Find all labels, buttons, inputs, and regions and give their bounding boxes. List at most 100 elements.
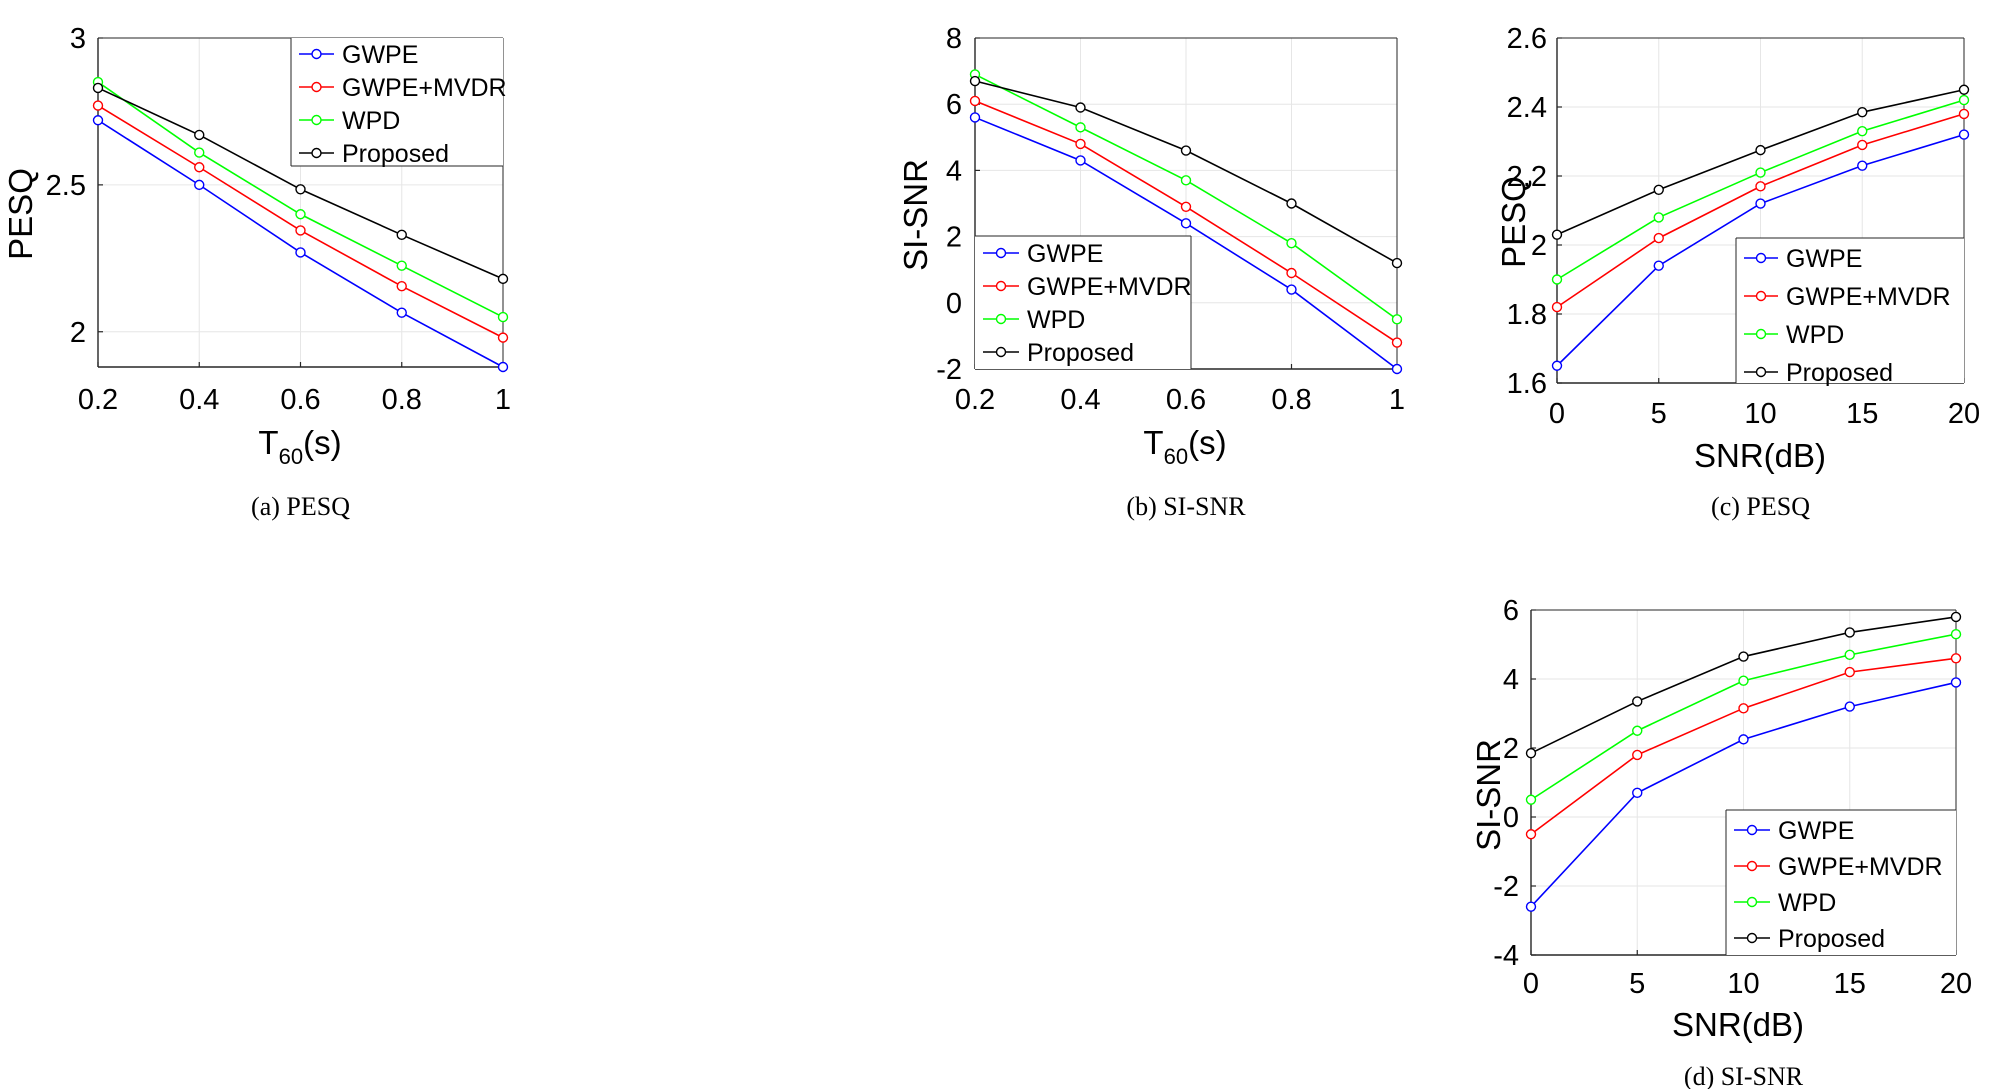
x-axis-label: T60(s): [1143, 424, 1226, 469]
data-point: [1075, 138, 1086, 150]
y-tick-label: 2: [1531, 230, 1547, 262]
y-tick-label: -2: [936, 354, 962, 386]
x-tick-label: 0.2: [78, 384, 118, 416]
data-point: [1391, 257, 1403, 269]
data-point: [1180, 201, 1192, 213]
data-point: [1857, 160, 1868, 171]
data-point: [1950, 653, 1962, 664]
legend-swatch-marker: [995, 313, 1007, 325]
legend-label: GWPE+MVDR: [1027, 273, 1192, 301]
y-tick-label: 0: [946, 288, 962, 320]
data-point: [1391, 363, 1403, 375]
x-tick-label: 0.6: [1166, 384, 1206, 416]
x-axis-label-main: SNR(dB): [1694, 437, 1826, 474]
legend-box: [975, 236, 1191, 369]
data-point: [396, 260, 407, 271]
data-point: [1286, 267, 1297, 279]
legend-label: WPD: [342, 107, 400, 135]
x-axis-label-main: T: [1143, 424, 1163, 461]
y-axis-label: SI-SNR: [1470, 739, 1507, 851]
y-tick-label: 2.6: [1507, 23, 1547, 55]
data-point: [969, 95, 981, 107]
legend-swatch-marker: [1746, 824, 1758, 836]
legend-label: WPD: [1778, 889, 1836, 917]
x-tick-label: 10: [1727, 968, 1759, 1000]
legend-label: Proposed: [1786, 359, 1893, 387]
x-tick-label: 0.4: [1060, 384, 1100, 416]
x-tick-label: 0.8: [1271, 384, 1311, 416]
x-axis-label-unit: (s): [303, 424, 341, 461]
data-point: [1653, 232, 1664, 244]
y-axis-label: SI-SNR: [897, 159, 934, 271]
y-tick-label: 3: [70, 23, 86, 55]
legend: GWPE GWPE+MVDR WPD Proposed: [1735, 237, 1964, 387]
x-tick-label: 5: [1651, 398, 1667, 430]
y-tick-label: 1.6: [1507, 368, 1547, 400]
subfigure-caption: (a) PESQ: [251, 492, 350, 521]
legend-label: Proposed: [1027, 339, 1134, 367]
data-point: [969, 112, 981, 123]
y-tick-label: 2.2: [1507, 161, 1547, 193]
data-point: [396, 229, 407, 241]
y-axis-label: PESQ: [2, 168, 39, 260]
data-point: [1958, 129, 1970, 140]
data-point: [1844, 701, 1855, 712]
data-point: [1738, 734, 1749, 745]
legend-label: GWPE: [1778, 817, 1854, 845]
x-axis-label-subscript: 60: [1164, 444, 1188, 469]
data-point: [1755, 144, 1766, 156]
y-tick-label: 2: [70, 317, 86, 349]
x-tick-label: 20: [1940, 968, 1972, 1000]
data-point: [1632, 787, 1643, 799]
data-point: [92, 100, 104, 111]
x-tick-label: 15: [1834, 968, 1866, 1000]
data-point: [295, 225, 306, 236]
legend-swatch-marker: [1755, 252, 1767, 264]
x-tick-label: 0: [1523, 968, 1539, 1000]
legend: GWPE GWPE+MVDR WPD Proposed: [975, 235, 1192, 369]
data-point: [92, 115, 104, 126]
data-point: [1950, 628, 1962, 640]
data-point: [1551, 229, 1563, 240]
data-point: [497, 273, 509, 285]
data-point: [1738, 675, 1749, 686]
data-point: [1844, 627, 1855, 638]
x-tick-label: 0.6: [280, 384, 320, 416]
x-tick-label: 0: [1549, 398, 1565, 430]
legend-box: [1736, 238, 1964, 383]
data-point: [1857, 139, 1868, 151]
legend-swatch-marker: [311, 48, 322, 60]
data-point: [1075, 155, 1086, 166]
data-point: [1180, 175, 1192, 186]
data-point: [1755, 198, 1766, 209]
data-point: [1958, 108, 1970, 120]
y-tick-label: 2.5: [46, 170, 86, 202]
legend-label: GWPE+MVDR: [1778, 853, 1943, 881]
data-point: [92, 82, 104, 94]
data-point: [1632, 696, 1643, 707]
data-point: [1391, 314, 1403, 325]
subfigure-caption: (b) SI-SNR: [1126, 492, 1246, 521]
y-tick-label: 2: [946, 222, 962, 254]
data-point: [1180, 218, 1192, 229]
legend-label: WPD: [1027, 306, 1085, 334]
x-axis-label: T60(s): [258, 424, 341, 469]
y-tick-label: 8: [946, 23, 962, 55]
data-point: [295, 209, 306, 220]
legend-label: GWPE+MVDR: [1786, 283, 1951, 311]
data-point: [1525, 794, 1537, 805]
data-point: [1755, 181, 1766, 192]
legend-label: GWPE: [342, 41, 418, 69]
legend-box: [291, 38, 503, 166]
data-point: [1857, 106, 1868, 118]
x-tick-label: 5: [1629, 968, 1645, 1000]
data-point: [1653, 260, 1664, 271]
data-point: [1738, 703, 1749, 714]
legend-swatch-marker: [311, 147, 322, 159]
data-point: [1844, 666, 1855, 678]
data-point: [497, 311, 509, 323]
y-tick-label: 2.4: [1507, 92, 1547, 124]
y-tick-label: 6: [946, 89, 962, 121]
